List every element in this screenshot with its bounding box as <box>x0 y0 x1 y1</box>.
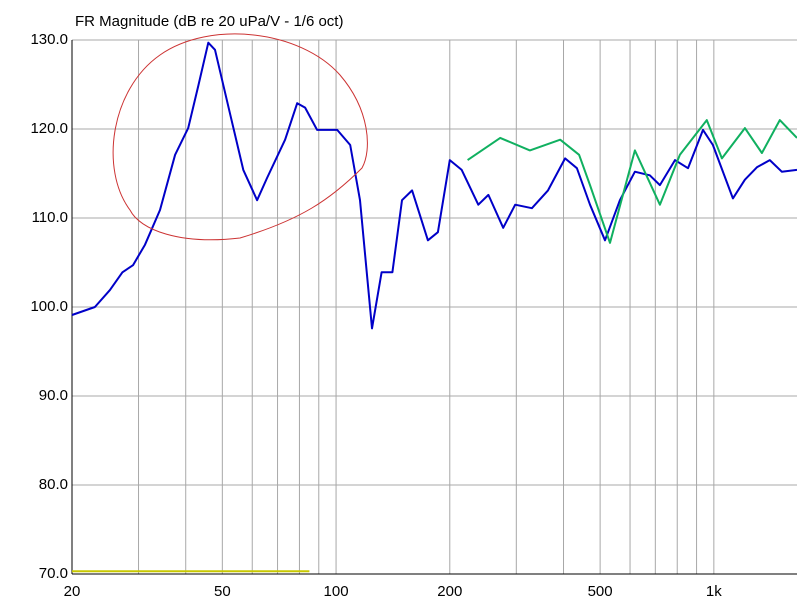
y-tick-label: 80.0 <box>39 476 68 493</box>
y-tick-label: 70.0 <box>39 565 68 582</box>
x-tick-label: 1k <box>706 583 722 600</box>
series-line <box>467 119 797 244</box>
series-line <box>71 41 797 330</box>
x-tick-label: 50 <box>214 583 231 600</box>
y-tick-label: 90.0 <box>39 387 68 404</box>
x-tick-label: 200 <box>437 583 462 600</box>
y-tick-label: 100.0 <box>30 298 68 315</box>
y-tick-label: 110.0 <box>32 209 68 226</box>
y-tick-label: 130.0 <box>30 31 68 48</box>
y-tick-label: 120.0 <box>30 120 68 137</box>
x-tick-label: 500 <box>588 583 613 600</box>
x-tick-label: 100 <box>324 583 349 600</box>
annotation-circle <box>112 33 368 241</box>
x-tick-label: 20 <box>64 583 81 600</box>
chart-title: FR Magnitude (dB re 20 uPa/V - 1/6 oct) <box>75 13 343 30</box>
